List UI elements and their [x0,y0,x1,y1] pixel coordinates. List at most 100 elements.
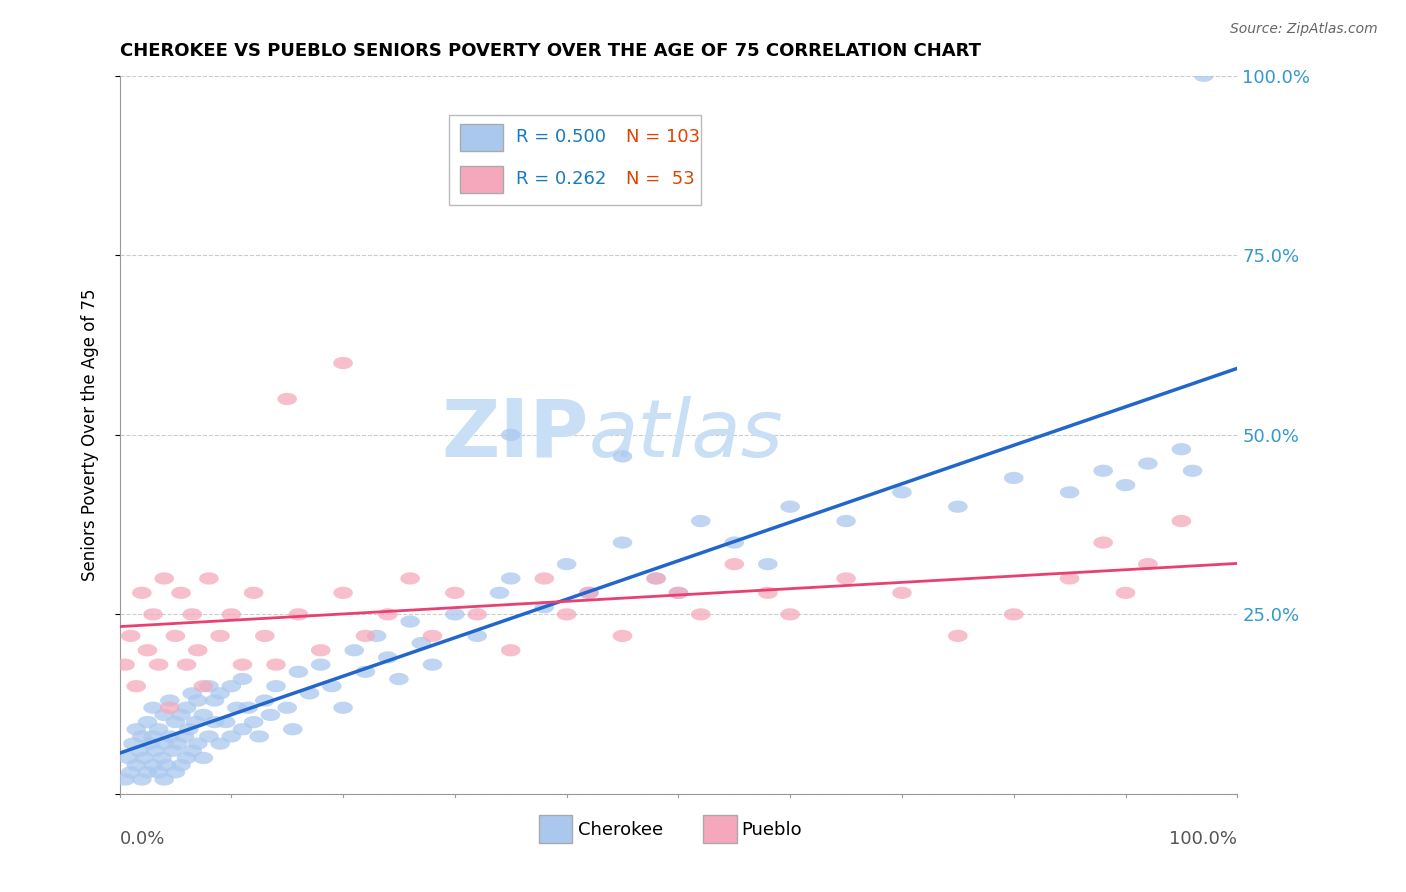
Point [835,514,858,528]
Point [499,571,522,585]
Point [198,730,221,744]
Point [242,715,264,730]
Point [1136,457,1159,471]
Point [153,707,176,722]
Point [1059,485,1081,500]
Point [422,657,444,672]
Point [377,607,399,622]
Point [128,744,150,758]
Point [187,643,209,657]
Point [120,629,142,643]
Point [1170,514,1192,528]
Point [612,450,634,464]
Point [142,758,165,772]
Point [142,700,165,714]
Point [465,629,488,643]
Point [155,758,177,772]
Point [1092,535,1115,549]
Point [162,744,184,758]
Point [159,693,181,707]
Point [946,500,969,514]
Point [1136,557,1159,571]
Text: N = 103: N = 103 [626,128,700,146]
Point [287,607,309,622]
Point [225,700,247,714]
Text: R = 0.500: R = 0.500 [516,128,606,146]
Point [499,643,522,657]
Point [343,643,366,657]
Point [181,744,204,758]
Point [193,751,215,765]
Point [187,693,209,707]
Point [136,715,159,730]
Point [264,679,287,693]
Point [779,607,801,622]
Point [209,686,232,700]
Point [533,571,555,585]
Point [756,557,779,571]
Point [176,751,198,765]
Point [219,607,243,622]
Text: ZIP: ZIP [441,396,589,474]
Point [689,607,711,622]
Point [176,657,198,672]
Point [166,737,188,751]
Point [165,715,187,730]
Point [723,535,745,549]
Point [533,600,555,615]
Point [287,665,309,679]
Point [388,672,411,686]
Text: CHEROKEE VS PUEBLO SENIORS POVERTY OVER THE AGE OF 75 CORRELATION CHART: CHEROKEE VS PUEBLO SENIORS POVERTY OVER … [120,43,980,61]
Point [465,607,488,622]
Point [142,730,165,744]
Point [125,723,148,737]
Point [259,707,281,722]
Point [231,657,253,672]
Point [555,557,578,571]
Point [173,730,195,744]
Point [242,586,264,600]
Point [204,715,226,730]
Point [148,657,170,672]
Point [143,744,166,758]
Point [170,586,193,600]
Point [264,657,287,672]
Point [153,571,176,585]
Point [578,586,600,600]
Point [332,586,354,600]
Point [159,730,181,744]
Point [321,679,343,693]
Point [219,730,243,744]
Point [215,715,238,730]
Point [946,629,969,643]
Point [114,772,136,787]
Text: Pueblo: Pueblo [741,821,801,838]
Point [125,758,148,772]
Point [756,586,779,600]
Point [170,758,193,772]
Point [377,650,399,665]
Text: atlas: atlas [589,396,783,474]
Point [176,700,198,714]
Point [354,629,377,643]
Point [666,586,689,600]
Point [309,643,332,657]
Point [253,693,276,707]
Point [247,730,270,744]
Point [204,693,226,707]
Text: 100.0%: 100.0% [1170,830,1237,847]
FancyBboxPatch shape [460,124,503,152]
Point [131,586,153,600]
Point [1059,571,1081,585]
FancyBboxPatch shape [450,115,700,205]
Text: Source: ZipAtlas.com: Source: ZipAtlas.com [1230,22,1378,37]
Point [181,607,204,622]
Point [153,772,176,787]
Point [131,730,153,744]
Text: Cherokee: Cherokee [578,821,662,838]
Point [612,629,634,643]
Point [499,427,522,442]
Point [298,686,321,700]
Point [125,679,148,693]
Point [231,723,253,737]
